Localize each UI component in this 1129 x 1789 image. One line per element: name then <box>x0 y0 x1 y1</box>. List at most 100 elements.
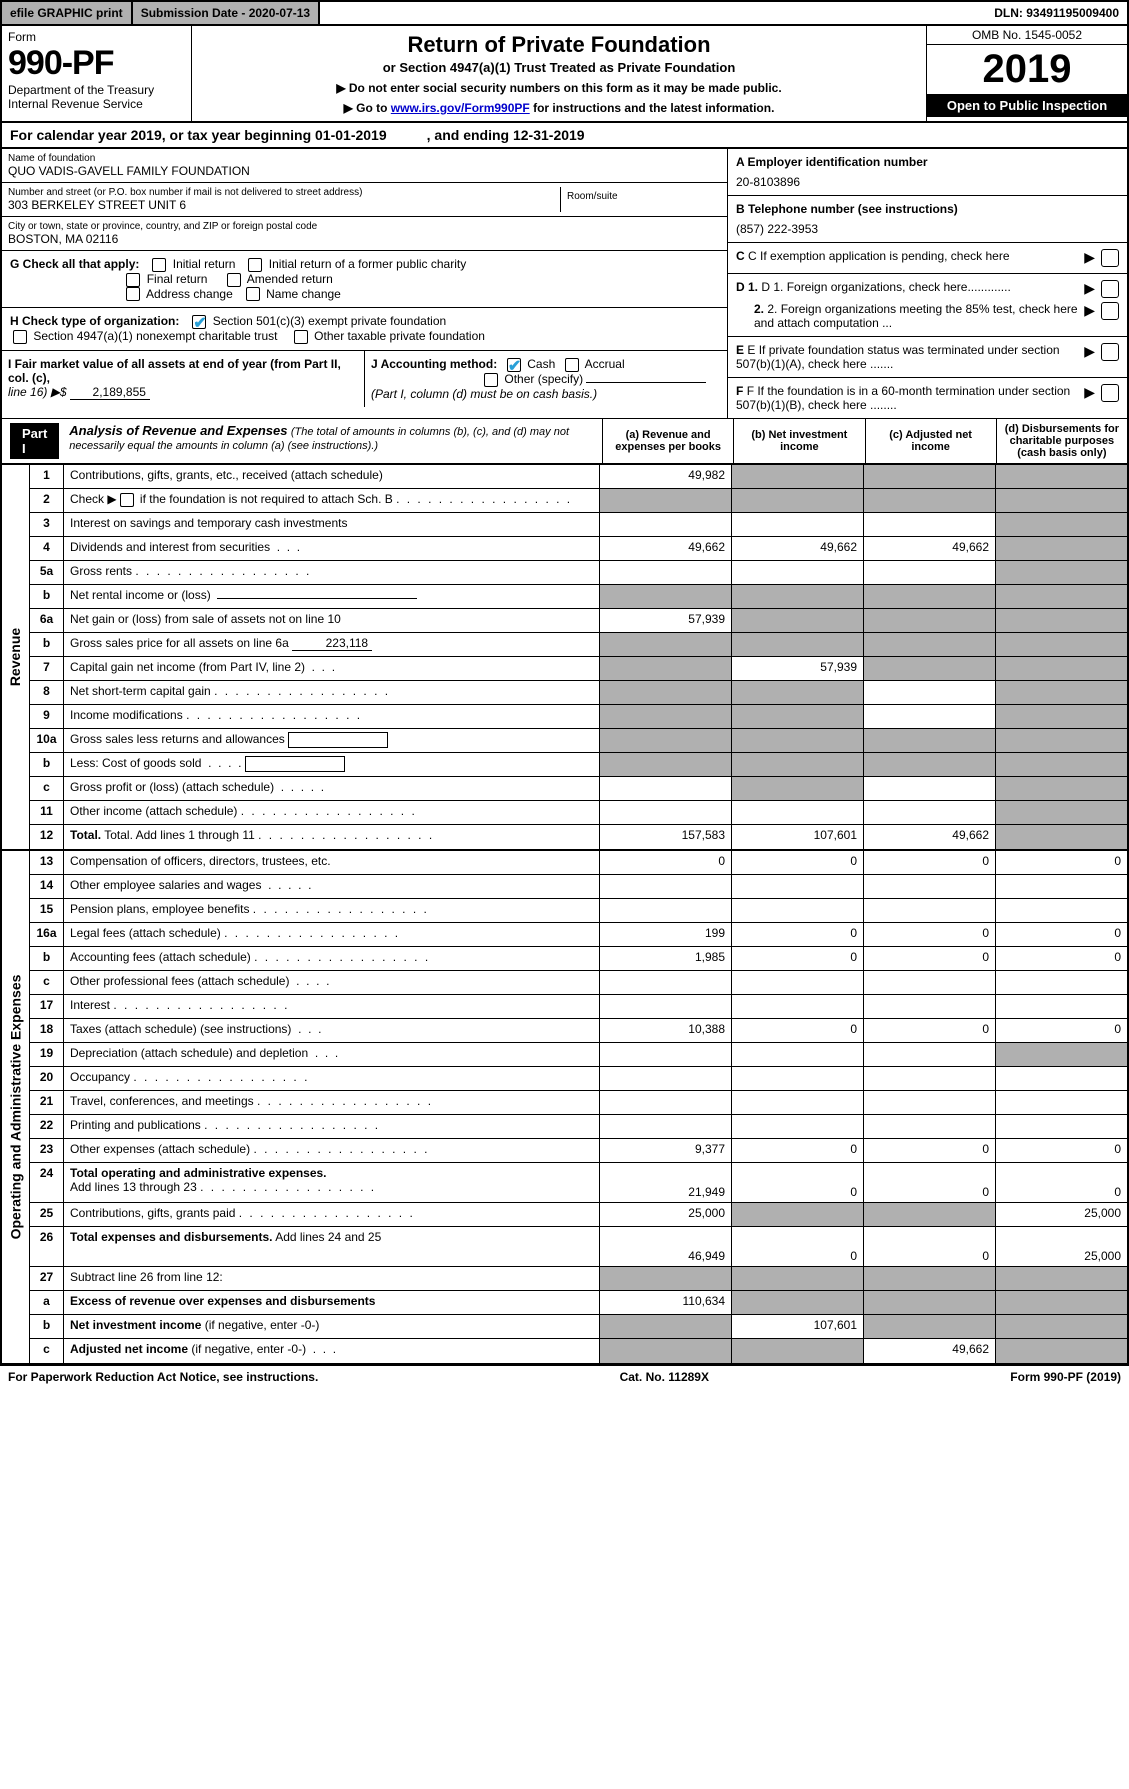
r16c-c <box>863 971 995 994</box>
r10b-box[interactable] <box>245 756 345 772</box>
r5a-b <box>731 561 863 584</box>
irs-link[interactable]: www.irs.gov/Form990PF <box>391 101 530 115</box>
r23-b: 0 <box>731 1139 863 1162</box>
r10a-d <box>995 729 1127 752</box>
desc-6a: Net gain or (loss) from sale of assets n… <box>64 609 599 632</box>
r1-d <box>995 465 1127 488</box>
r3-a <box>599 513 731 536</box>
expenses-side-label: Operating and Administrative Expenses <box>2 851 30 1363</box>
r16a-c: 0 <box>863 923 995 946</box>
desc-26: Total expenses and disbursements. Add li… <box>64 1227 599 1266</box>
r7-a <box>599 657 731 680</box>
d1-checkbox[interactable] <box>1101 280 1119 298</box>
r26-a: 46,949 <box>599 1227 731 1266</box>
r1-a: 49,982 <box>599 465 731 488</box>
r19-b <box>731 1043 863 1066</box>
fmv-cell: I Fair market value of all assets at end… <box>2 351 365 407</box>
r10c-b <box>731 777 863 800</box>
r12-b: 107,601 <box>731 825 863 849</box>
r4-c: 49,662 <box>863 537 995 560</box>
desc-24: Total operating and administrative expen… <box>64 1163 599 1202</box>
r19-d <box>995 1043 1127 1066</box>
d2-checkbox[interactable] <box>1101 302 1119 320</box>
desc-1: Contributions, gifts, grants, etc., rece… <box>64 465 599 488</box>
cal-year-begin: For calendar year 2019, or tax year begi… <box>10 127 387 143</box>
ln-27a: a <box>30 1291 64 1314</box>
r20-a <box>599 1067 731 1090</box>
irs-label: Internal Revenue Service <box>8 97 185 111</box>
g-check-row: G Check all that apply: Initial return I… <box>2 251 727 308</box>
col-b-header: (b) Net investment income <box>733 419 864 463</box>
r10b-b <box>731 753 863 776</box>
row-8: 8 Net short-term capital gain <box>30 681 1127 705</box>
4947-checkbox[interactable] <box>13 330 27 344</box>
row-2: 2 Check ▶ if the foundation is not requi… <box>30 489 1127 513</box>
other-taxable-checkbox[interactable] <box>294 330 308 344</box>
r22-d <box>995 1115 1127 1138</box>
address-change-checkbox[interactable] <box>126 287 140 301</box>
r1-b <box>731 465 863 488</box>
r11-d <box>995 801 1127 824</box>
final-return-label: Final return <box>147 272 208 286</box>
r27a-d <box>995 1291 1127 1314</box>
other-specify-field[interactable] <box>586 382 706 383</box>
r5b-field[interactable] <box>217 598 417 599</box>
efile-print-button[interactable]: efile GRAPHIC print <box>2 2 133 24</box>
e-checkbox[interactable] <box>1101 343 1119 361</box>
r22-b <box>731 1115 863 1138</box>
final-return-checkbox[interactable] <box>126 273 140 287</box>
other-method-checkbox[interactable] <box>484 373 498 387</box>
sch-b-checkbox[interactable] <box>120 493 134 507</box>
accounting-cell: J Accounting method: Cash Accrual Other … <box>365 351 727 407</box>
foundation-name-label: Name of foundation <box>8 153 721 164</box>
header-right: OMB No. 1545-0052 2019 Open to Public In… <box>927 26 1127 121</box>
c-checkbox[interactable] <box>1101 249 1119 267</box>
row-4: 4 Dividends and interest from securities… <box>30 537 1127 561</box>
other-taxable-label: Other taxable private foundation <box>314 329 485 343</box>
row-25: 25 Contributions, gifts, grants paid 25,… <box>30 1203 1127 1227</box>
foundation-name-cell: Name of foundation QUO VADIS-GAVELL FAMI… <box>2 149 727 183</box>
ln-16b: b <box>30 947 64 970</box>
omb-number: OMB No. 1545-0052 <box>927 26 1127 45</box>
amended-return-checkbox[interactable] <box>227 273 241 287</box>
r27-c <box>863 1267 995 1290</box>
ln-27: 27 <box>30 1267 64 1290</box>
f-checkbox[interactable] <box>1101 384 1119 402</box>
r10a-box[interactable] <box>288 732 388 748</box>
ln-5a: 5a <box>30 561 64 584</box>
cal-year-end: , and ending 12-31-2019 <box>427 127 585 143</box>
r21-c <box>863 1091 995 1114</box>
row-10b: b Less: Cost of goods sold . . . . <box>30 753 1127 777</box>
i-label: I Fair market value of all assets at end… <box>8 357 341 385</box>
desc-10a: Gross sales less returns and allowances <box>64 729 599 752</box>
name-change-checkbox[interactable] <box>246 287 260 301</box>
desc-14: Other employee salaries and wages . . . … <box>64 875 599 898</box>
initial-return-checkbox[interactable] <box>152 258 166 272</box>
cash-checkbox[interactable] <box>507 358 521 372</box>
r18-d: 0 <box>995 1019 1127 1042</box>
ln-16a: 16a <box>30 923 64 946</box>
row-10a: 10a Gross sales less returns and allowan… <box>30 729 1127 753</box>
r16c-b <box>731 971 863 994</box>
part1-title: Analysis of Revenue and Expenses <box>69 423 287 438</box>
col-c-header: (c) Adjusted net income <box>865 419 996 463</box>
form-subtitle: or Section 4947(a)(1) Trust Treated as P… <box>202 60 916 75</box>
desc-16a: Legal fees (attach schedule) <box>64 923 599 946</box>
accrual-checkbox[interactable] <box>565 358 579 372</box>
footer-left: For Paperwork Reduction Act Notice, see … <box>8 1370 318 1384</box>
501c3-checkbox[interactable] <box>192 315 206 329</box>
street-cell: Number and street (or P.O. box number if… <box>8 187 561 212</box>
r22-a <box>599 1115 731 1138</box>
ein-cell: A Employer identification number 20-8103… <box>728 149 1127 196</box>
desc-12: Total. Total. Add lines 1 through 11 <box>64 825 599 849</box>
r4-d <box>995 537 1127 560</box>
city-cell: City or town, state or province, country… <box>2 217 727 251</box>
r26-d: 25,000 <box>995 1227 1127 1266</box>
e-cell: E E If private foundation status was ter… <box>728 337 1127 378</box>
former-charity-checkbox[interactable] <box>248 258 262 272</box>
r25-d: 25,000 <box>995 1203 1127 1226</box>
desc-2: Check ▶ if the foundation is not require… <box>64 489 599 512</box>
r1-c <box>863 465 995 488</box>
directive-goto: ▶ Go to www.irs.gov/Form990PF for instru… <box>202 101 916 115</box>
r10c-c <box>863 777 995 800</box>
